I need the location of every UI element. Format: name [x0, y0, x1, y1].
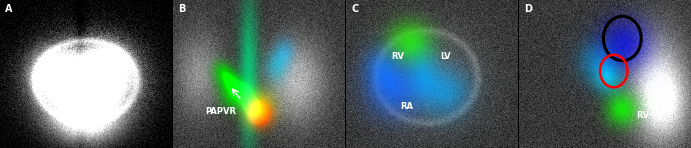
Text: RA: RA: [400, 102, 413, 111]
Text: PAPVR: PAPVR: [206, 107, 237, 115]
Text: C: C: [351, 4, 359, 15]
Text: RV: RV: [636, 111, 650, 120]
Text: A: A: [5, 4, 12, 15]
Text: RV: RV: [97, 99, 110, 108]
Text: RV: RV: [391, 52, 404, 61]
Text: D: D: [524, 4, 533, 15]
Text: LV: LV: [440, 52, 451, 61]
Text: RA: RA: [48, 99, 61, 108]
Text: B: B: [178, 4, 186, 15]
